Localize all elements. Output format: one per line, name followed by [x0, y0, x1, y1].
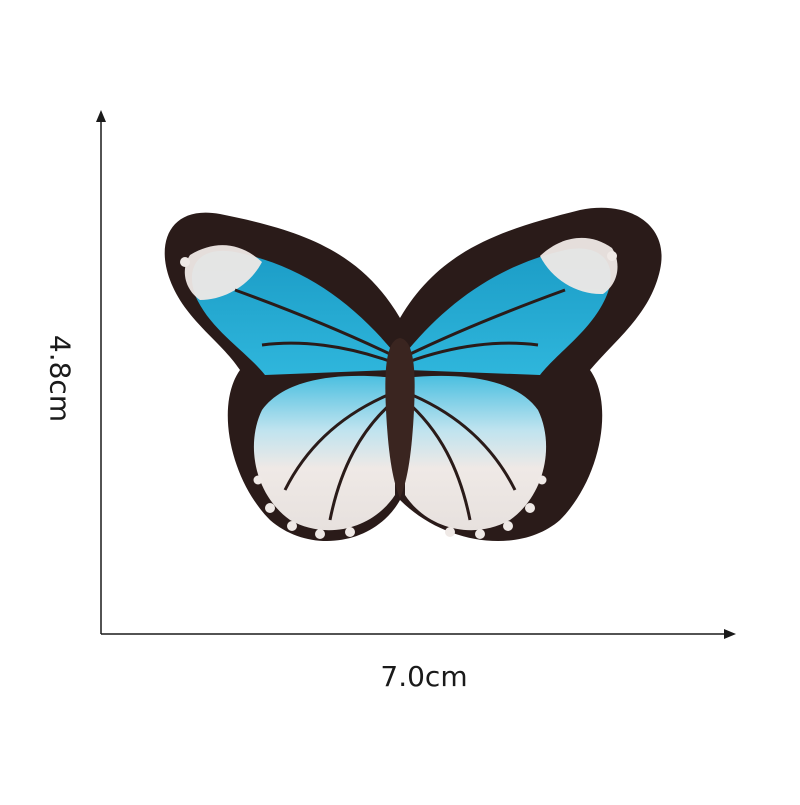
butterfly-patch [164, 207, 662, 542]
forewing-tip-spots [184, 237, 618, 300]
wing-veins [234, 288, 566, 521]
width-dimension-label: 7.0cm [380, 660, 468, 693]
vertical-dimension-arrow [96, 110, 106, 634]
left-hindwing [253, 375, 395, 531]
edge-spots [180, 251, 617, 539]
right-hindwing [405, 375, 547, 531]
horizontal-dimension-arrow [101, 629, 736, 639]
height-dimension-label: 4.8cm [43, 334, 77, 423]
butterfly-body [385, 338, 415, 498]
